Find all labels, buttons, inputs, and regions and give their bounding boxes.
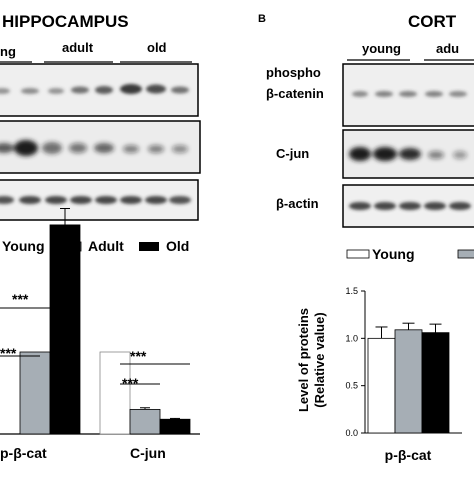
panel-b-legend-young-label: Young [372,246,415,262]
panel-b-blot-label-phospho-line1: phospho [266,65,321,80]
legend-old-swatch [139,242,159,251]
panel-b-tick-label-p-b-cat: p-β-cat [385,447,432,463]
panel-b-ytick-label-1-0: 1.0 [345,333,358,343]
panel-b-blot-actin [342,184,474,228]
panel-a-blot-actin [0,179,199,221]
legend-adult-label: Adult [88,238,124,254]
panel-b-ytick-label-0-5: 0.5 [345,381,358,391]
panel-b-legend-adult-swatch [457,249,474,259]
sig-mark-hash: ## [62,276,77,291]
panel-a-group-young-label: ng [0,44,16,59]
panel-b-group-young-label: young [362,41,401,56]
legend-young-label: Young [2,238,45,254]
panel-a-legend: Young Adult Old [2,238,189,254]
sig-mark-3: *** [122,375,139,391]
panel-b-blot-phospho [342,63,474,127]
panel-b-letter: B [258,13,266,25]
panel-b-bar-young [367,337,396,434]
bar-adult-p-cat [19,351,51,435]
sig-mark-1: *** [0,345,17,361]
panel-b-ytick-label-0-0: 0.0 [345,428,358,438]
panel-b: B CORT young adu phospho β-catenin C-jun… [258,12,474,463]
panel-b-bar-chart: 0.0 0.5 1.0 1.5 p-β-cat [345,286,462,463]
panel-b-title: CORT [408,12,457,31]
tick-label-c-jun: C-jun [130,445,166,461]
panel-a-title: HIPPOCAMPUS [2,12,129,31]
panel-b-bar-old [421,332,450,434]
bar-adult-c-jun [129,408,161,435]
panel-b-blot-label-actin: β-actin [276,196,319,211]
panel-a-blot-phospho [0,63,199,117]
panel-b-legend: Young [346,246,474,262]
panel-b-group-adult-label: adu [436,41,459,56]
panel-a: HIPPOCAMPUS ng adult old [0,12,201,461]
sig-mark-2: *** [130,348,147,364]
panel-b-ylabel-line2: (Relative value) [312,312,327,407]
panel-a-group-adult-label: adult [62,40,94,55]
panel-b-ytick-label-1-5: 1.5 [345,286,358,296]
panel-b-bar-adult [394,329,423,434]
sig-mark-0: *** [12,291,29,307]
panel-a-group-old-label: old [147,40,167,55]
panel-b-blot-label-cjun: C-jun [276,146,309,161]
bar-young-c-jun [99,351,131,435]
panel-b-blot-label-phospho-line2: β-catenin [266,86,324,101]
panel-a-bar-chart: p-β-cat C-jun *** *** *** *** ## [0,208,200,461]
bar-old-p-cat [49,224,81,435]
tick-label-p-cat: p-β-cat [0,445,47,461]
bar-old-c-jun [159,418,191,435]
legend-old-label: Old [166,238,189,254]
panel-a-blot-cjun [0,120,201,174]
panel-b-blot-cjun [342,129,474,179]
panel-b-ylabel-line1: Level of proteins [296,308,311,412]
panel-b-legend-young-swatch [346,249,370,259]
